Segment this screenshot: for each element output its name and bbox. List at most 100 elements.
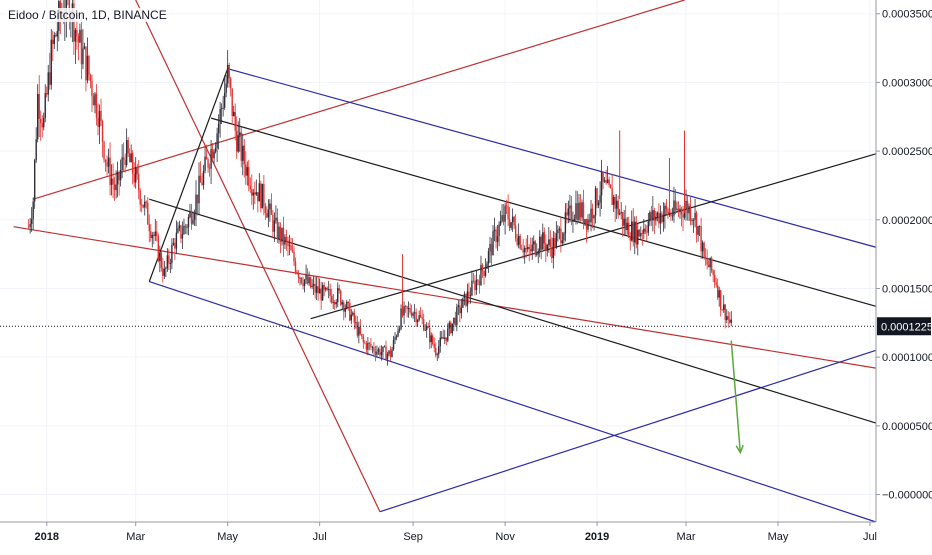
candle-body xyxy=(309,277,312,288)
pitchfork-red-line[interactable] xyxy=(32,0,685,200)
candle-body xyxy=(27,226,30,228)
candle-body xyxy=(454,317,457,326)
pitchfork-blue-line[interactable] xyxy=(227,68,877,248)
time-tick-label: Jul xyxy=(863,531,877,543)
candle-body xyxy=(249,185,251,190)
candle-body xyxy=(85,46,87,81)
candle-body xyxy=(229,78,232,89)
candle-body xyxy=(128,153,131,163)
time-tick-label: Mar xyxy=(677,531,696,543)
candle-body xyxy=(456,307,458,326)
candle-body xyxy=(400,308,402,329)
candle-body xyxy=(217,123,220,134)
candle-body xyxy=(50,39,52,85)
candle-body xyxy=(662,214,665,223)
pitchfork-black-line[interactable] xyxy=(210,117,877,307)
price-axis[interactable]: 0.0003500 0.0003000 0.0002500 0.0002000 0.00… xyxy=(875,0,932,550)
candle-body xyxy=(492,231,494,256)
candle-body xyxy=(584,219,586,224)
time-tick-label: Sep xyxy=(403,531,423,543)
candle-body xyxy=(97,117,99,127)
time-tick-label: 2019 xyxy=(585,531,609,543)
candle-body xyxy=(561,240,564,244)
pitchfork-blue-line[interactable] xyxy=(149,281,877,523)
candle-body xyxy=(715,282,717,286)
candle-body xyxy=(424,329,426,331)
pitchfork-red-line[interactable] xyxy=(135,0,381,512)
candle-body xyxy=(174,242,176,249)
candle-body xyxy=(558,228,561,230)
candle-body xyxy=(151,234,153,239)
candle-body xyxy=(394,337,396,340)
candle-body xyxy=(367,342,369,350)
candle-body xyxy=(631,221,633,241)
candle-body xyxy=(198,175,200,204)
candle-body xyxy=(38,93,40,119)
candle-body xyxy=(145,201,147,203)
candle-body xyxy=(368,342,371,344)
candle-body xyxy=(201,182,203,185)
candle-body xyxy=(513,216,515,226)
candle-body xyxy=(358,326,360,336)
candle-body xyxy=(237,135,239,152)
candle-body xyxy=(239,132,241,136)
candle-body xyxy=(463,293,466,298)
candle-body xyxy=(211,149,214,159)
projection-arrowhead[interactable] xyxy=(735,444,744,455)
candle-body xyxy=(597,202,600,206)
candle-body xyxy=(159,252,161,261)
candle-body xyxy=(133,173,135,183)
candle-body xyxy=(688,206,690,214)
candle-body xyxy=(419,315,422,318)
candle-body xyxy=(516,238,518,245)
candle-body xyxy=(118,171,120,181)
projection-arrow-line[interactable] xyxy=(730,340,742,453)
candle-body xyxy=(652,210,654,221)
candle-body xyxy=(127,140,129,154)
candle-body xyxy=(335,302,337,305)
candle-body xyxy=(160,252,163,268)
candle-body xyxy=(493,229,496,232)
candle-body xyxy=(299,277,301,279)
candle-body xyxy=(721,309,723,311)
candle-body xyxy=(35,139,37,161)
pitchfork-blue-line[interactable] xyxy=(379,349,877,513)
candle-body xyxy=(523,247,526,253)
candle-body xyxy=(620,212,622,214)
candle-body xyxy=(134,166,137,183)
candle-body xyxy=(95,93,98,118)
pitchfork-black-line[interactable] xyxy=(148,68,229,282)
candle-body xyxy=(729,319,731,323)
candle-body xyxy=(332,301,334,303)
time-axis[interactable]: 2018 Mar May Jul Sep Nov 2019 Mar May Jul xyxy=(0,521,932,550)
candle-body xyxy=(707,264,710,268)
candle-body xyxy=(700,226,702,252)
candle-body xyxy=(658,212,660,224)
projection-arrow[interactable] xyxy=(730,340,744,455)
candle-body xyxy=(370,343,372,348)
candle-body xyxy=(704,258,707,259)
candle-body xyxy=(190,210,193,224)
candle-body xyxy=(496,236,499,242)
candle-body xyxy=(418,315,420,320)
candle-body xyxy=(121,157,123,171)
candle-body xyxy=(83,46,86,49)
candle-body xyxy=(141,204,143,206)
candle-body xyxy=(220,108,223,109)
pitchfork-black-line[interactable] xyxy=(149,198,877,424)
candle-body xyxy=(517,235,520,245)
candle-body xyxy=(122,157,125,160)
pitchfork-black-line[interactable] xyxy=(310,153,877,320)
candle-body xyxy=(205,156,208,160)
price-tick-label: 0.0001000 xyxy=(882,352,932,364)
candle-body xyxy=(234,111,236,131)
candle-body xyxy=(511,216,514,223)
candle-body xyxy=(371,347,374,348)
candle-body xyxy=(726,316,728,320)
candle-body xyxy=(694,212,696,220)
candle-body xyxy=(525,247,527,250)
candle-body xyxy=(507,206,509,220)
candle-body xyxy=(475,279,478,291)
